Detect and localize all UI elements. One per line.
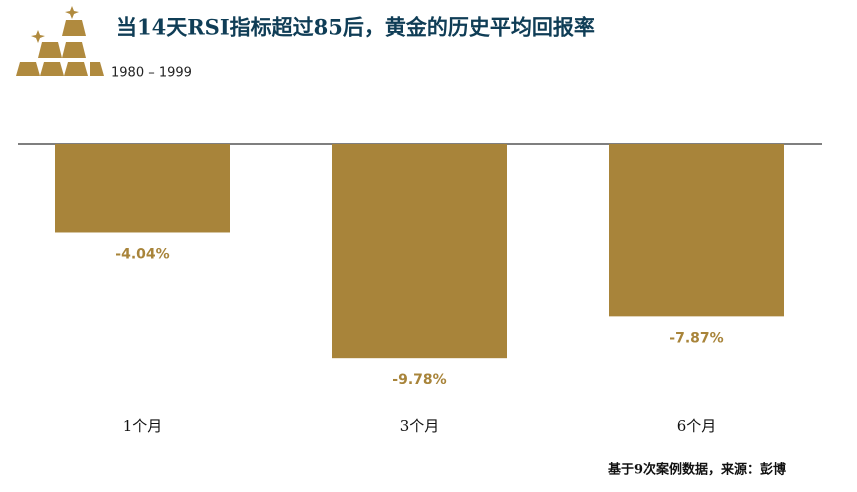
- x-tick-label: 3个月: [400, 417, 440, 435]
- gold-icon: [16, 6, 104, 76]
- bar: [609, 144, 784, 317]
- chart-title: 当14天RSI指标超过85后，黄金的历史平均回报率: [116, 15, 595, 40]
- chart-subtitle: 1980 – 1999: [111, 66, 192, 81]
- x-tick-label: 6个月: [677, 417, 717, 435]
- x-tick-label: 1个月: [123, 417, 163, 435]
- value-label: -9.78%: [392, 372, 446, 388]
- source-note: 基于9次案例数据，来源：彭博: [607, 462, 786, 478]
- value-label: -7.87%: [669, 330, 723, 346]
- value-label: -4.04%: [115, 246, 169, 262]
- bar: [55, 144, 230, 233]
- bar: [332, 144, 507, 359]
